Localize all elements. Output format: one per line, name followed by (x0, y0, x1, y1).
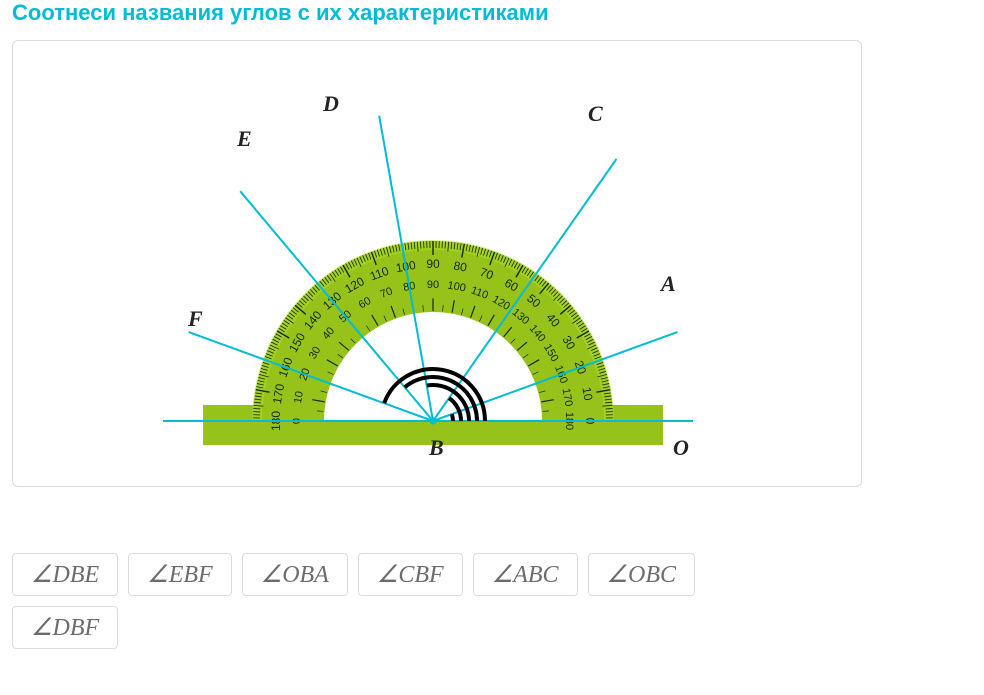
chip-dbf[interactable]: ∠DBF (12, 606, 118, 649)
chip-abc[interactable]: ∠ABC (473, 553, 578, 596)
svg-text:90: 90 (426, 257, 440, 271)
ray-label-b: B (428, 435, 444, 460)
ray-label-f: F (187, 306, 203, 331)
ray-label-e: E (236, 126, 252, 151)
chip-cbf[interactable]: ∠CBF (358, 553, 463, 596)
chip-oba[interactable]: ∠OBA (242, 553, 348, 596)
figure-svg: 1800170101602015030140401305012060110701… (13, 41, 861, 486)
task-title: Соотнеси названия углов с их характерист… (0, 0, 984, 40)
ray-label-a: A (659, 271, 676, 296)
svg-text:10: 10 (292, 390, 306, 404)
ray-label-o: O (673, 435, 689, 460)
svg-text:90: 90 (427, 279, 439, 291)
svg-text:10: 10 (579, 386, 595, 402)
protractor-figure: 1800170101602015030140401305012060110701… (12, 40, 862, 487)
chip-row: ∠DBE∠EBF∠OBA∠CBF∠ABC∠OBC ∠DBF (0, 487, 784, 661)
ray-label-c: C (588, 101, 603, 126)
svg-text:80: 80 (452, 259, 468, 275)
chip-ebf[interactable]: ∠EBF (128, 553, 232, 596)
ray-label-d: D (322, 91, 339, 116)
chip-dbe[interactable]: ∠DBE (12, 553, 118, 596)
chip-obc[interactable]: ∠OBC (588, 553, 696, 596)
